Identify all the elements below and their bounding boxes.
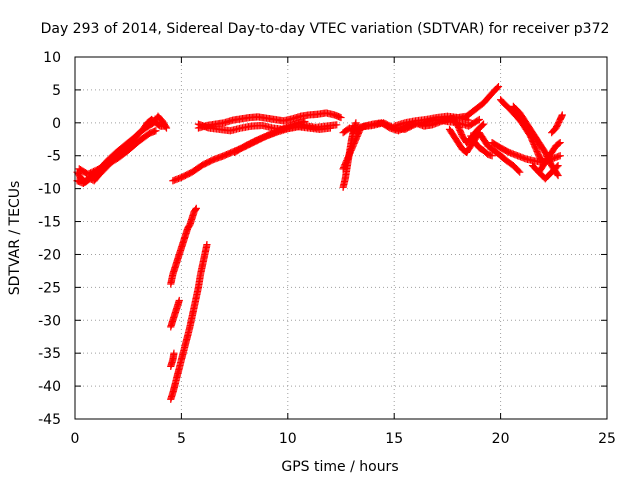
data-point: [504, 148, 512, 156]
data-point: [242, 141, 251, 149]
data-point: [465, 116, 473, 124]
plot-frame: [74, 56, 608, 420]
data-point: [207, 157, 215, 165]
y-tick-label: -20: [38, 247, 61, 263]
data-point: [191, 205, 200, 214]
data-point: [381, 119, 389, 128]
data-point: [248, 138, 256, 147]
data-point: [170, 349, 178, 357]
data-point: [96, 164, 104, 172]
data-point: [250, 137, 259, 145]
data-point: [152, 127, 160, 135]
data-point: [201, 160, 209, 168]
data-point: [403, 124, 412, 132]
data-point: [401, 125, 409, 133]
data-point: [516, 168, 524, 176]
data-point: [406, 123, 414, 131]
y-tick-label: 0: [52, 116, 61, 132]
y-tick-label: -30: [38, 313, 61, 329]
data-point: [162, 123, 170, 131]
data-point: [382, 120, 390, 128]
data-point: [474, 116, 482, 124]
data-point: [177, 173, 185, 182]
data-point: [553, 163, 561, 171]
y-tick-label: -35: [38, 346, 61, 362]
y-tick-label: -5: [47, 149, 61, 165]
y-tick-label: 5: [52, 83, 61, 99]
y-tick-label: -45: [38, 412, 61, 428]
data-point: [556, 138, 564, 147]
data-point: [249, 138, 257, 146]
x-tick-label: 0: [71, 431, 80, 447]
data-point: [541, 148, 549, 157]
x-tick-label: 5: [177, 431, 186, 447]
x-tick-label: 15: [385, 431, 403, 447]
data-point: [244, 140, 252, 149]
x-axis-label: GPS time / hours: [281, 459, 398, 475]
y-tick-label: -15: [38, 215, 61, 231]
data-point: [556, 152, 564, 160]
data-point: [333, 121, 341, 129]
data-point: [208, 156, 216, 164]
gridlines: [75, 57, 607, 419]
data-point: [184, 170, 192, 178]
data-point: [199, 161, 207, 169]
data-point: [488, 152, 496, 160]
data-point: [94, 165, 102, 174]
data-point: [179, 173, 187, 181]
data-point: [558, 111, 566, 119]
data-point: [479, 120, 488, 128]
data-point: [387, 123, 396, 131]
data-point: [192, 204, 200, 212]
y-tick-label: -25: [38, 280, 61, 296]
data-point: [98, 163, 106, 172]
data-point: [241, 142, 249, 150]
axis-ticks: 0 5 10 15 20 25 10 5 0 -5 -10 -15 -20 -25 -30 -35 -40 -45: [38, 50, 616, 447]
data-point: [183, 171, 191, 179]
data-point: [494, 83, 503, 91]
data-point: [99, 163, 107, 171]
data-point: [162, 124, 171, 132]
data-point: [205, 158, 213, 166]
data-point: [100, 162, 108, 170]
data-point: [493, 84, 502, 92]
data-point: [204, 158, 212, 166]
data-point: [553, 170, 561, 178]
data-point: [203, 240, 211, 249]
x-tick-label: 20: [492, 431, 510, 447]
data-point: [203, 159, 211, 167]
data-point: [475, 115, 483, 124]
data-point: [180, 172, 188, 180]
data-point: [95, 165, 103, 173]
data-point: [185, 169, 193, 178]
data-point: [181, 171, 189, 180]
data-points: [73, 83, 566, 403]
data-point: [246, 139, 255, 147]
chart-title: Day 293 of 2014, Sidereal Day-to-day VTE…: [41, 21, 610, 37]
x-tick-label: 10: [279, 431, 297, 447]
data-point: [402, 125, 410, 133]
data-point: [478, 121, 487, 129]
data-point: [92, 166, 100, 174]
y-tick-label: -40: [38, 379, 61, 395]
y-axis-label: SDTVAR / TECUs: [7, 181, 23, 296]
y-tick-label: 10: [43, 50, 61, 66]
data-point: [385, 121, 393, 130]
data-point: [200, 160, 208, 168]
data-point: [383, 121, 392, 129]
data-point: [379, 119, 388, 127]
data-point: [175, 296, 183, 305]
data-point: [554, 162, 562, 170]
x-tick-label: 25: [598, 431, 616, 447]
data-point: [515, 167, 523, 175]
data-point: [554, 171, 562, 180]
data-point: [337, 113, 345, 122]
data-point: [555, 139, 563, 147]
data-point: [245, 140, 253, 148]
y-tick-label: -10: [38, 182, 61, 198]
